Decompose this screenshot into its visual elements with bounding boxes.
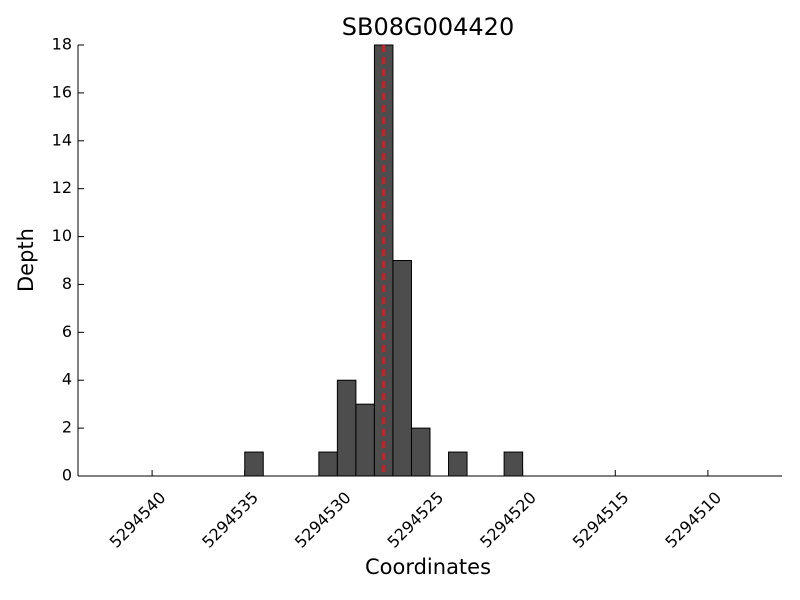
x-tick-label: 5294535 <box>198 488 262 552</box>
x-tick-label: 5294520 <box>476 488 540 552</box>
y-tick-label: 8 <box>62 274 72 293</box>
chart-title: SB08G004420 <box>342 13 514 41</box>
x-tick-label: 5294515 <box>569 488 633 552</box>
bar <box>503 451 524 477</box>
x-tick-label: 5294510 <box>661 488 725 552</box>
y-tick-label: 10 <box>52 226 72 245</box>
bar <box>336 379 357 477</box>
bar <box>355 403 375 477</box>
x-tick-label: 5294525 <box>383 488 447 552</box>
bar <box>448 451 468 477</box>
bar <box>318 451 338 477</box>
y-tick-label: 14 <box>52 130 72 149</box>
x-tick-label: 5294540 <box>106 488 170 552</box>
bar <box>410 427 431 477</box>
y-tick-label: 6 <box>62 322 72 341</box>
y-tick-label: 2 <box>62 418 72 437</box>
y-tick-label: 12 <box>52 178 72 197</box>
y-tick-label: 16 <box>52 82 72 101</box>
x-axis-label: Coordinates <box>365 555 491 579</box>
y-tick-label: 0 <box>62 466 72 485</box>
y-axis-label: Depth <box>14 228 38 292</box>
y-tick-label: 18 <box>52 35 72 54</box>
x-tick-label: 5294530 <box>291 488 355 552</box>
bar <box>244 451 264 477</box>
bar <box>392 260 412 477</box>
y-tick-label: 4 <box>62 370 72 389</box>
